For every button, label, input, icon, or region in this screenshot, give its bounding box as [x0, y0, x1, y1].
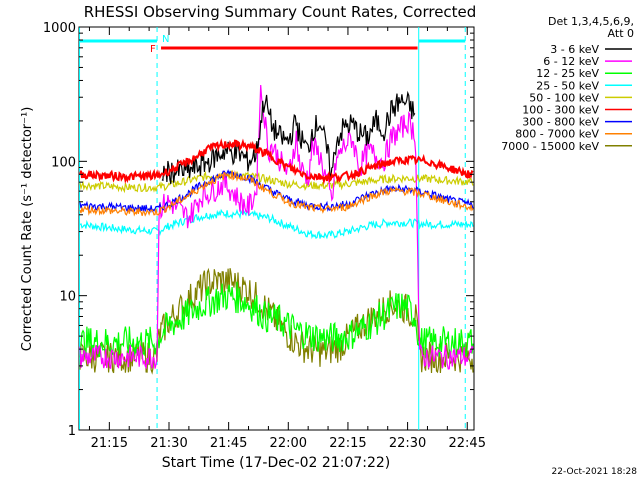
night-flag-label: N	[162, 34, 169, 45]
x-tick-label: 21:15	[91, 436, 128, 451]
legend-entry-label: 50 - 100 keV	[529, 91, 599, 104]
legend-entry-label: 300 - 800 keV	[522, 116, 599, 129]
series-line-50-100-keV	[79, 169, 474, 194]
y-tick-label: 100	[51, 155, 76, 170]
x-tick-label: 21:45	[210, 436, 247, 451]
y-axis-label: Corrected Count Rate (s⁻¹ detector⁻¹)	[20, 107, 35, 352]
y-tick-label: 1000	[43, 21, 76, 36]
series-line-3-6-keV	[161, 90, 416, 185]
series-line-800-7000-keV	[79, 170, 474, 217]
legend-entry-label: 25 - 50 keV	[536, 79, 599, 92]
series-line-100-300-keV	[79, 138, 474, 185]
legend-header-line: Det 1,3,4,5,6,9,	[548, 15, 634, 28]
x-axis-label: Start Time (17-Dec-02 21:07:22)	[162, 455, 390, 471]
series-layer	[79, 84, 474, 375]
plot-frame	[78, 26, 475, 431]
series-line-300-800-keV	[79, 169, 474, 214]
x-tick-label: 22:00	[270, 436, 307, 451]
chart-title: RHESSI Observing Summary Count Rates, Co…	[84, 3, 477, 21]
annotation-layer: NF	[79, 27, 466, 430]
x-tick-label: 21:30	[150, 436, 187, 451]
x-tick-label: 22:15	[329, 436, 366, 451]
x-tick-label: 22:30	[389, 436, 426, 451]
legend-entry-label: 800 - 7000 keV	[515, 128, 599, 141]
legend-entry-label: 100 - 300 keV	[522, 104, 599, 117]
y-tick-label: 10	[59, 290, 76, 305]
series-line-25-50-keV	[79, 208, 474, 240]
flare-flag-label: F	[150, 44, 156, 55]
legend-entry-label: 7000 - 15000 keV	[501, 140, 599, 153]
y-tick-label: 1	[68, 424, 76, 439]
y-axis: 1 10 100 1000	[43, 21, 474, 439]
x-axis: 21:15 21:30 21:45 22:00 22:15 22:30 22:45	[88, 27, 486, 451]
legend-entry-label: 12 - 25 keV	[536, 67, 599, 80]
legend-header-line: Att 0	[608, 27, 634, 40]
x-tick-label: 22:45	[449, 436, 486, 451]
legend-entry-label: 6 - 12 keV	[543, 55, 599, 68]
series-line-12-25-keV	[79, 281, 474, 359]
footer-timestamp: 22-Oct-2021 18:28	[552, 467, 638, 477]
legend-entry-label: 3 - 6 keV	[550, 43, 599, 56]
